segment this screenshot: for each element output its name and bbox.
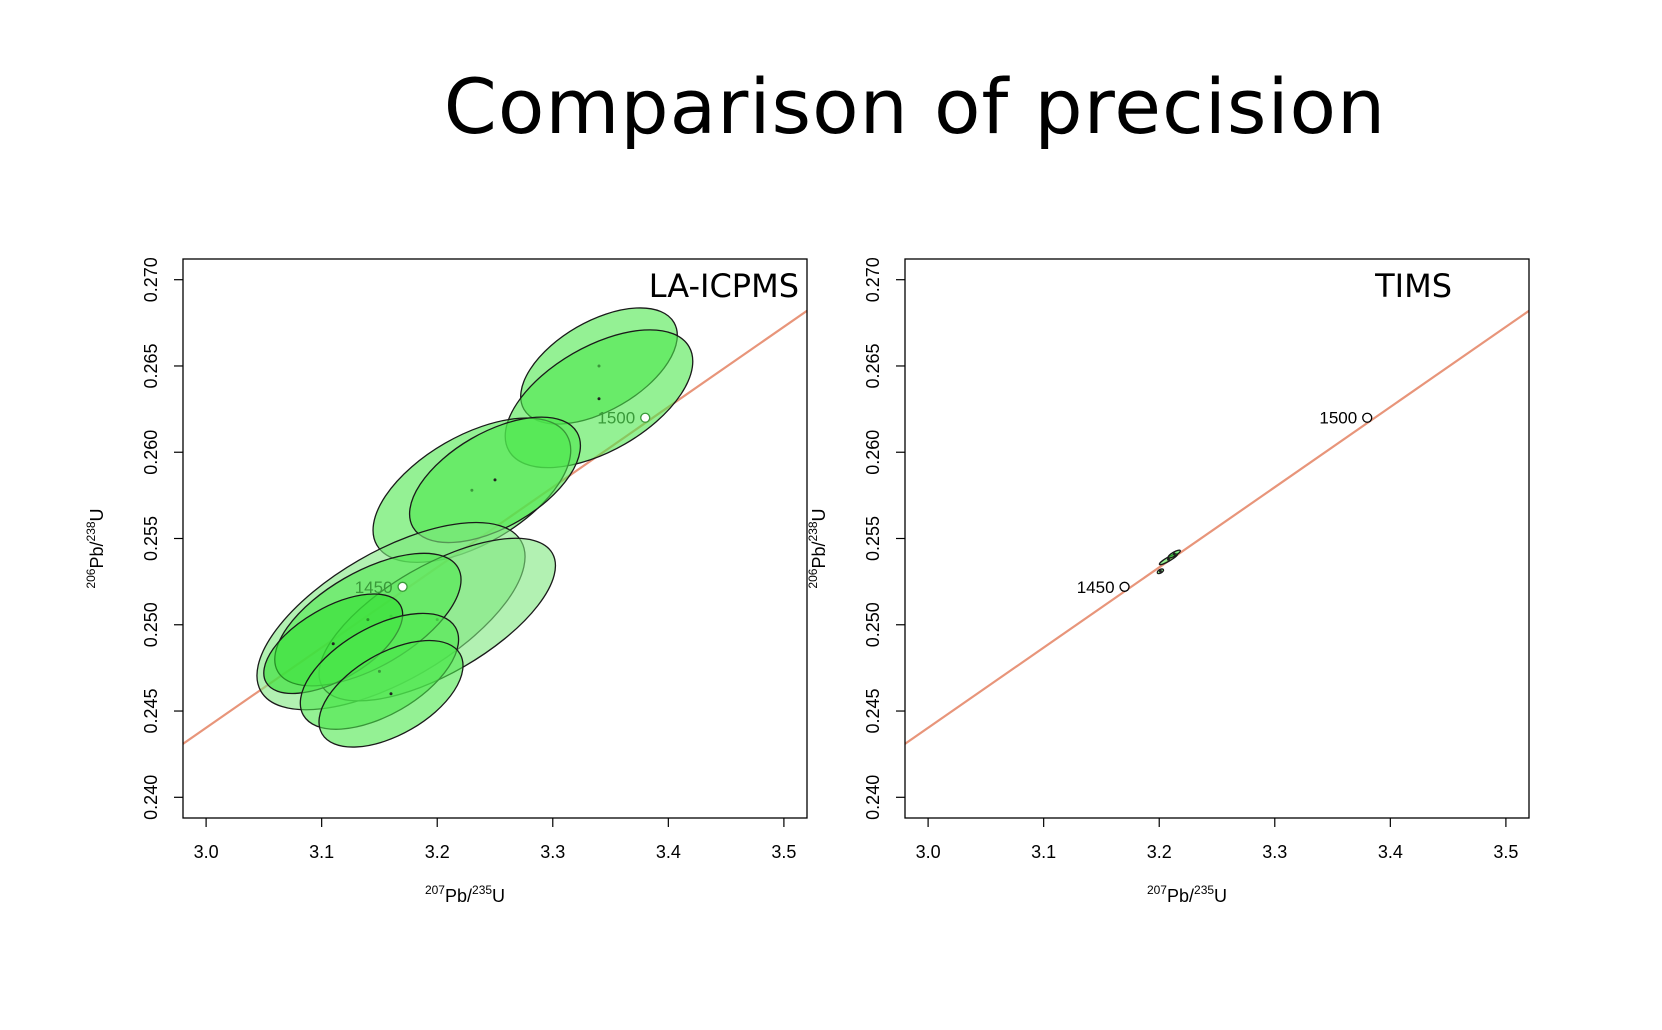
x-tick-label: 3.0	[194, 842, 219, 862]
chart-panel-2: 1450 1500 3.0 3.1 3.2 3.3 3.4 3.5 0.240 0.245 0.25…	[806, 257, 1530, 906]
ellipse-center-point	[331, 642, 335, 646]
ellipse-center-point	[1172, 552, 1176, 556]
age-marker-point	[1362, 412, 1373, 423]
x-tick-label: 3.4	[656, 842, 681, 862]
y-tick-label: 0.265	[141, 343, 161, 388]
y-tick-label: 0.255	[863, 516, 883, 561]
x-tick-label: 3.5	[771, 842, 796, 862]
ellipse-center-point	[597, 397, 601, 401]
x-tick-label: 3.3	[540, 842, 565, 862]
age-marker-label: 1450	[1077, 578, 1115, 597]
age-marker-point	[1119, 581, 1130, 592]
y-tick-label: 0.270	[141, 257, 161, 302]
age-marker-point	[640, 412, 651, 423]
y-tick-label: 0.270	[863, 257, 883, 302]
age-marker-point	[397, 581, 408, 592]
y-tick-label: 0.260	[141, 430, 161, 475]
plot-area: 1450 1500	[183, 307, 807, 748]
panel-label: TIMS	[1374, 267, 1452, 305]
ellipse-center-point	[493, 478, 497, 482]
x-tick-label: 3.0	[916, 842, 941, 862]
y-tick-label: 0.255	[141, 516, 161, 561]
chart-panel-1: 1450 1500 3.0 3.1 3.2 3.3 3.4 3.5 0.240 0.245 0.25…	[84, 257, 808, 906]
age-marker-label: 1500	[1319, 409, 1357, 428]
x-tick-label: 3.2	[1147, 842, 1172, 862]
y-tick-label: 0.240	[863, 775, 883, 820]
x-tick-label: 3.2	[425, 842, 450, 862]
y-tick-label: 0.250	[141, 602, 161, 647]
plot-area: 1450 1500	[905, 309, 1529, 745]
x-axis-label: 207Pb/235U	[1147, 883, 1227, 906]
concordia-line	[905, 309, 1529, 745]
age-marker-label: 1450	[355, 578, 393, 597]
plot-frame	[904, 258, 1530, 819]
y-axis-label: 206Pb/238U	[84, 508, 107, 588]
ellipse-center-point	[1158, 569, 1162, 573]
y-tick-label: 0.250	[863, 602, 883, 647]
panel-label: LA-ICPMS	[649, 267, 799, 305]
y-tick-label: 0.240	[141, 775, 161, 820]
x-axis-label: 207Pb/235U	[425, 883, 505, 906]
y-tick-label: 0.265	[863, 343, 883, 388]
x-tick-label: 3.4	[1378, 842, 1403, 862]
x-tick-label: 3.1	[1031, 842, 1056, 862]
y-tick-label: 0.260	[863, 430, 883, 475]
x-tick-label: 3.5	[1493, 842, 1518, 862]
x-tick-label: 3.1	[309, 842, 334, 862]
y-tick-label: 0.245	[141, 689, 161, 734]
age-marker-label: 1500	[597, 409, 635, 428]
y-axis-label: 206Pb/238U	[806, 508, 829, 588]
x-tick-label: 3.3	[1262, 842, 1287, 862]
y-tick-label: 0.245	[863, 689, 883, 734]
slide-title: Comparison of precision	[443, 62, 1387, 151]
ellipse-center-point	[389, 692, 393, 696]
